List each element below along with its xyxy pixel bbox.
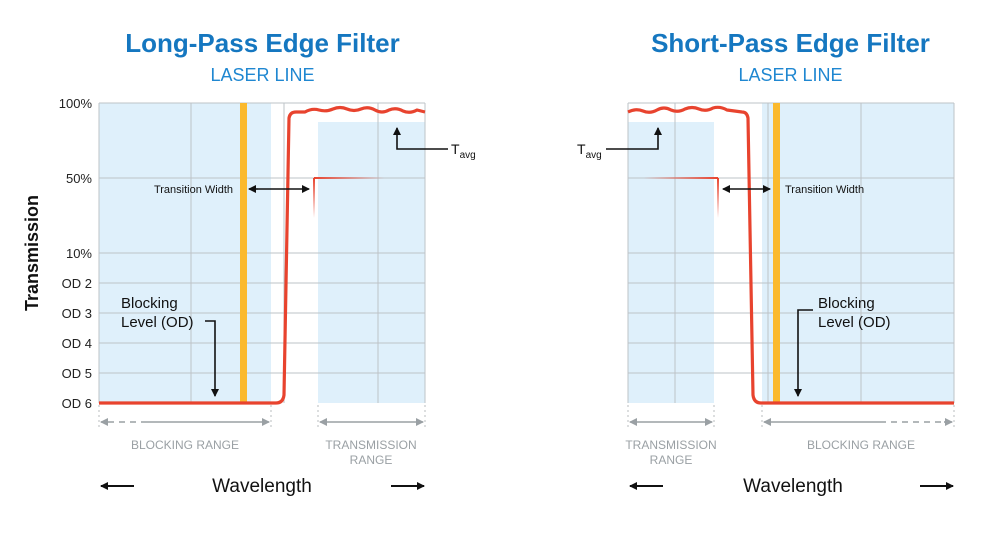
y-tick-10: 10% xyxy=(66,246,92,261)
long-pass-transmission-range-label-2: RANGE xyxy=(350,453,393,467)
long-pass-blocking-level-arrow xyxy=(205,320,219,397)
short-pass-50pct-drop xyxy=(717,178,719,218)
long-pass-50pct-marker xyxy=(314,177,384,179)
y-tick-50: 50% xyxy=(66,171,92,186)
short-pass-transmission-range-label-1: TRANSMISSION xyxy=(625,438,716,452)
short-pass-laser-line-label: LASER LINE xyxy=(738,65,843,85)
y-tick-od5: OD 5 xyxy=(62,366,92,381)
short-pass-50pct-marker xyxy=(644,177,718,179)
long-pass-50pct-drop xyxy=(313,178,315,218)
long-pass-title: Long-Pass Edge Filter xyxy=(125,28,400,58)
long-pass-laser-line xyxy=(240,103,247,403)
long-pass-grid xyxy=(98,102,426,403)
short-pass-laser-line xyxy=(773,103,780,403)
short-pass-title: Short-Pass Edge Filter xyxy=(651,28,930,58)
short-pass-wavelength-label: Wavelength xyxy=(743,476,843,497)
y-tick-od2: OD 2 xyxy=(62,276,92,291)
short-pass-panel: Transition Width Tavg Blocking Level (OD… xyxy=(577,102,955,497)
long-pass-panel: Transition Width Tavg Blocking Level (OD… xyxy=(98,102,476,497)
long-pass-transmission-range-label-1: TRANSMISSION xyxy=(325,438,416,452)
short-pass-transmission-range-label-2: RANGE xyxy=(650,453,693,467)
long-pass-blocking-level-line2: Level (OD) xyxy=(121,314,194,331)
y-tick-od4: OD 4 xyxy=(62,336,92,351)
short-pass-transmission-curve xyxy=(627,105,954,405)
short-pass-tavg-arrow xyxy=(606,127,662,150)
y-tick-100: 100% xyxy=(59,96,93,111)
short-pass-tavg-label: Tavg xyxy=(577,141,602,161)
short-pass-blocking-level-line1: Blocking xyxy=(818,295,875,312)
short-pass-blocking-level-arrow xyxy=(794,309,813,397)
long-pass-transmission-band xyxy=(318,122,425,403)
long-pass-blocking-range-label: BLOCKING RANGE xyxy=(131,438,239,452)
long-pass-transmission-curve xyxy=(99,105,426,405)
short-pass-blocking-level-line2: Level (OD) xyxy=(818,314,891,331)
y-axis-title: Transmission xyxy=(22,195,42,311)
short-pass-transition-width-label: Transition Width xyxy=(785,184,864,196)
long-pass-blocking-level-line1: Blocking xyxy=(121,295,178,312)
short-pass-transmission-band xyxy=(628,122,714,403)
long-pass-wavelength-label: Wavelength xyxy=(212,476,312,497)
short-pass-blocking-range-label: BLOCKING RANGE xyxy=(807,438,915,452)
y-tick-od6: OD 6 xyxy=(62,396,92,411)
long-pass-tavg-arrow xyxy=(393,127,448,150)
long-pass-laser-line-label: LASER LINE xyxy=(210,65,315,85)
long-pass-tavg-label: Tavg xyxy=(451,141,476,161)
y-tick-od3: OD 3 xyxy=(62,306,92,321)
long-pass-transition-width-label: Transition Width xyxy=(154,184,233,196)
